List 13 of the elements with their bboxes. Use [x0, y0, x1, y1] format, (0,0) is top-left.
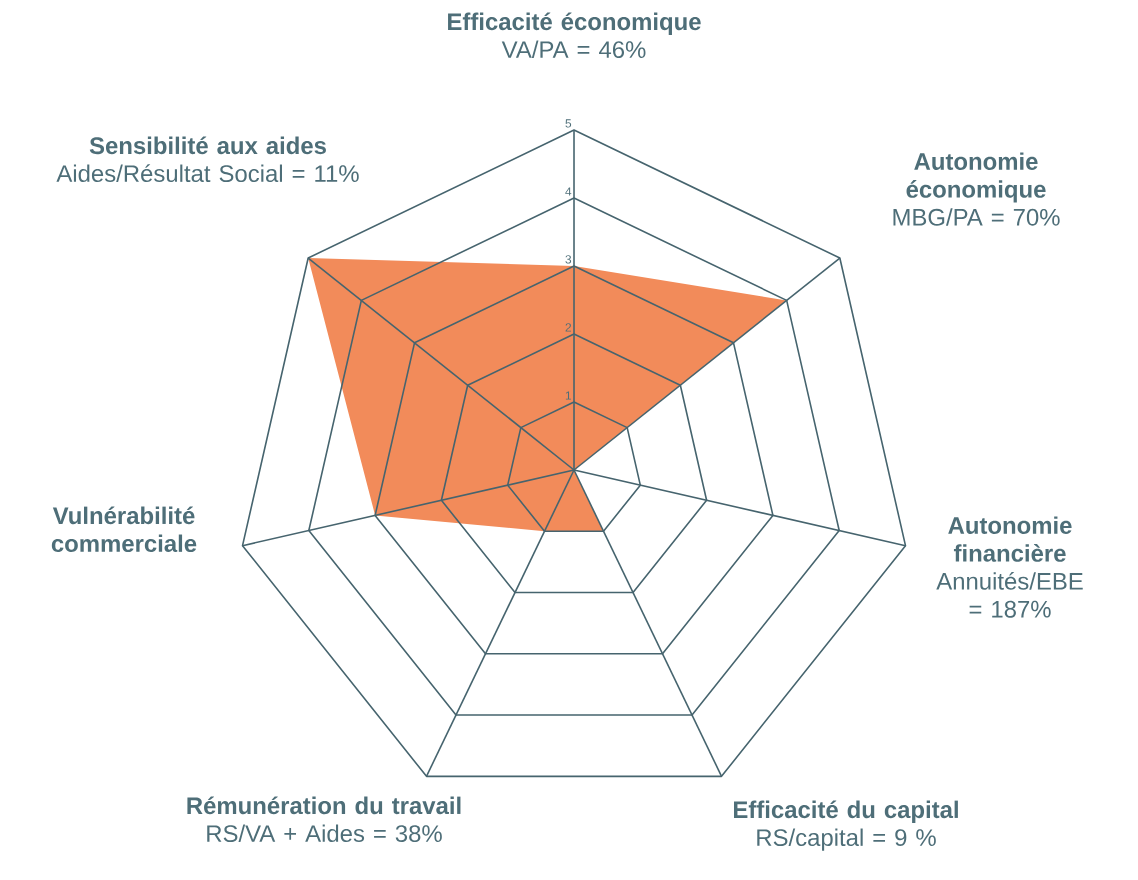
- text: VA/PA = 46%: [501, 40, 646, 59]
- text: MBG/PA = 70%: [893, 208, 1060, 226]
- spoke-label: Autonomie financière: [948, 516, 1072, 562]
- spoke-label: Sensibilité aux aides: [89, 136, 326, 155]
- spoke-label: Vulnérabilité commerciale: [51, 506, 197, 553]
- text: RS/VA + Aides = 38%: [207, 824, 442, 843]
- text: Annuités/EBE = 187%: [936, 571, 1083, 618]
- spoke-label: Autonomie économique: [906, 152, 1046, 203]
- spoke-label: Efficacité économique: [448, 12, 701, 35]
- spoke-label: Efficacité du capital: [734, 800, 958, 823]
- text: Aides/Résultat Social = 11%: [56, 164, 359, 183]
- spoke-label: Rémunération du travail: [187, 796, 461, 815]
- text: RS/capital = 9 %: [757, 828, 936, 851]
